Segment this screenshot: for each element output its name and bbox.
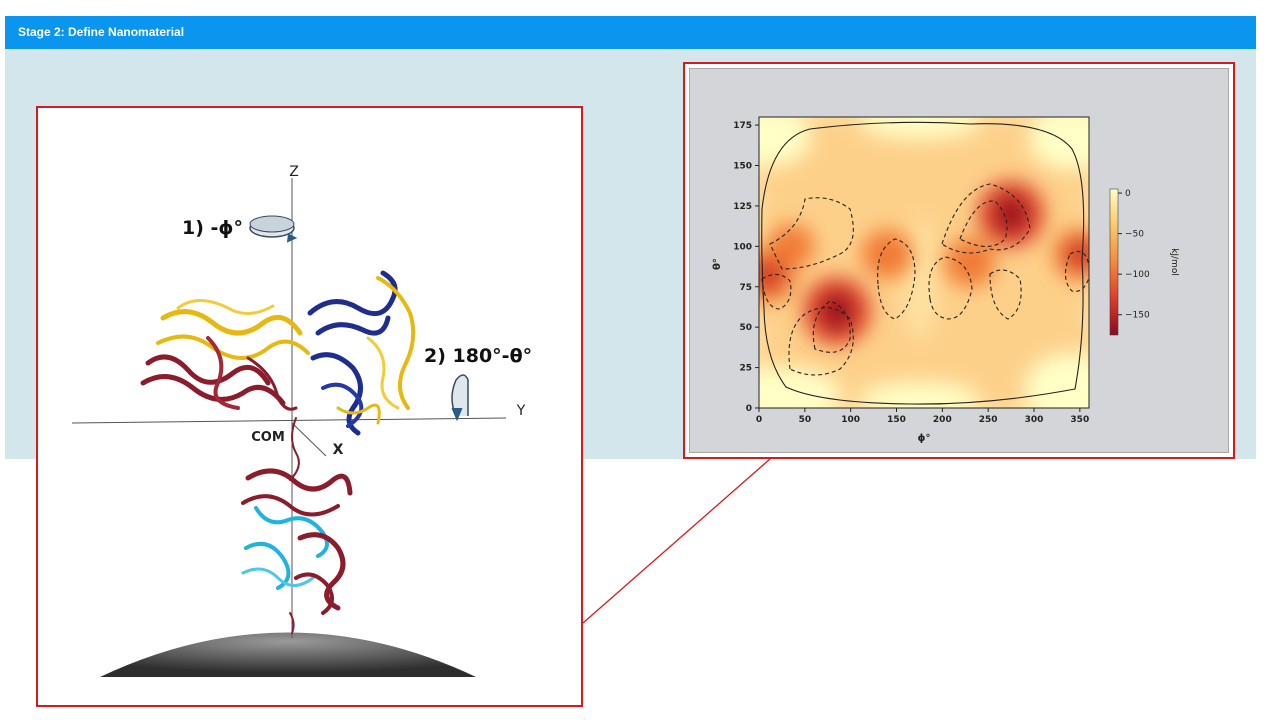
x-axis-ticks: 0 50 100 150 200 250 300 350 [756,408,1089,425]
rotation-theta-icon [451,374,469,422]
plot-frame [758,116,1090,409]
linker-chain [289,417,300,481]
hotspot-layer [759,180,1089,345]
x-tick-label: 200 [933,415,952,425]
hotspot-5 [944,237,996,288]
x-tick-label: 50 [799,415,812,425]
contour-lines [761,121,1089,405]
axis-y-label: Y [516,403,526,419]
y-tick-label: 50 [739,323,752,333]
structure-svg: Z Y X COM 1) -ϕ° 2) 180°-θ° [71,164,532,677]
chart-frame: 0 50 100 150 200 250 300 350 0 25 50 75 100 125 150 17… [689,68,1229,453]
protein-ribbons [140,270,416,634]
colorbar [1109,188,1119,336]
y-tick-label: 100 [733,242,752,252]
fab-arm-right [307,270,416,436]
y-axis-label: θ° [712,258,723,270]
y-tick-label: 75 [739,283,752,293]
rotation-theta-label: 2) 180°-θ° [424,345,532,367]
stage-title: Stage 2: Define Nanomaterial [18,25,185,39]
axis-z-label: Z [289,164,299,180]
fab-arm-left [140,299,310,411]
hotspot-4 [861,229,913,279]
y-axis [71,417,507,424]
colorbar-tick-label: 0 [1125,189,1131,199]
stage-header: Stage 2: Define Nanomaterial [5,16,1256,49]
x-tick-label: 300 [1025,415,1044,425]
x-tick-label: 0 [756,415,762,425]
y-tick-label: 0 [746,404,752,414]
x-tick-label: 350 [1070,415,1089,425]
rotation-phi-label: 1) -ϕ° [182,217,243,239]
y-tick-label: 25 [739,364,752,374]
hotspot-core-0 [818,291,855,331]
y-tick-label: 175 [733,121,752,131]
colorbar-label: kJ/mol [1169,248,1179,276]
x-axis-label: ϕ° [918,433,931,444]
hotspot-6 [767,224,815,269]
x-tick-label: 250 [979,415,998,425]
axis-x-label: X [333,442,344,458]
nanoparticle-sphere [100,632,476,677]
colorbar-tick-label: −100 [1125,270,1150,280]
x-tick-label: 100 [841,415,860,425]
com-label: COM [251,430,285,445]
rotation-phi-icon [249,215,298,243]
hotspot-core-1 [993,194,1029,234]
fc-domain [241,468,353,634]
x-tick-label: 150 [887,415,906,425]
colorbar-tick-label: −150 [1125,311,1150,321]
energy-map-figure: 0 50 100 150 200 250 300 350 0 25 50 75 100 125 150 17… [683,62,1235,459]
colorbar-ticks: 0 −50 −100 −150 [1118,189,1150,321]
heat-field [759,117,1089,408]
y-axis-ticks: 0 25 50 75 100 125 150 175 [733,121,759,414]
colorbar-tick-label: −50 [1125,230,1144,240]
y-tick-label: 150 [733,162,752,172]
x-axis [291,422,327,457]
y-tick-label: 125 [733,202,752,212]
hotspot-core-3 [1065,238,1089,270]
heatmap-chart: 0 50 100 150 200 250 300 350 0 25 50 75 100 125 150 17… [712,116,1179,444]
structure-figure: Z Y X COM 1) -ϕ° 2) 180°-θ° [36,106,583,707]
